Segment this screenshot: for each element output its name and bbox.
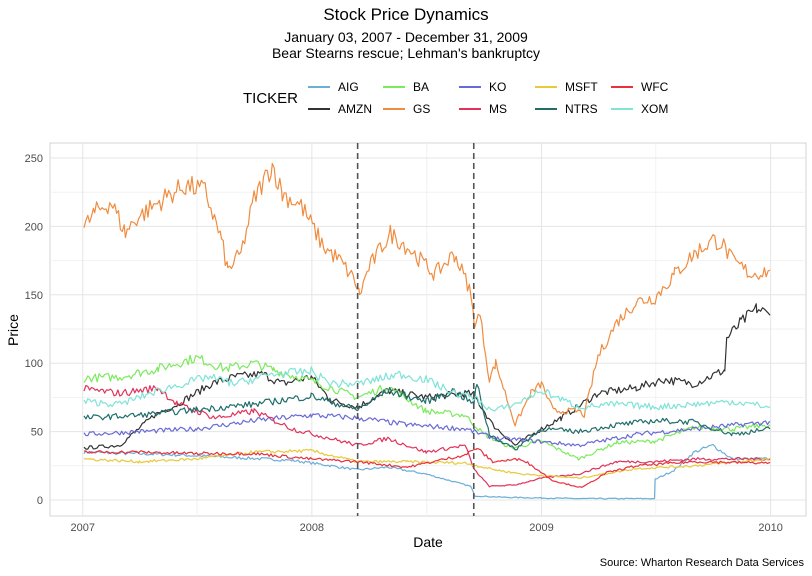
chart-caption: Source: Wharton Research Data Services [599, 557, 804, 569]
legend-key [383, 86, 405, 88]
chart-title: Stock Price Dynamics [323, 5, 489, 24]
legend-title: TICKER [243, 90, 299, 107]
legend-label: KO [489, 80, 507, 94]
legend-key [611, 108, 633, 110]
legend-key [535, 108, 557, 110]
series-line-xom [83, 366, 771, 412]
series-line-ko [83, 413, 771, 448]
legend-key [383, 108, 405, 110]
chart-subtitle-dates: January 03, 2007 - December 31, 2009 [284, 29, 528, 45]
series-line-aig [83, 443, 771, 500]
x-tick-label: 2010 [758, 522, 782, 534]
series-line-ntrs [83, 383, 771, 451]
y-axis-ticks: 0 50 100 150 200 250 [25, 153, 43, 507]
legend-label: AMZN [338, 102, 372, 116]
legend-key [611, 86, 633, 88]
legend-item-amzn: AMZN [308, 101, 372, 117]
legend-label: GS [413, 102, 431, 116]
series-lines [83, 162, 771, 500]
legend-item-ko: KO [459, 79, 506, 95]
legend-key [535, 86, 557, 88]
legend-item-ntrs: NTRS [535, 101, 598, 117]
y-tick-label: 150 [25, 290, 43, 302]
x-axis-ticks: 2007 2008 2009 2010 [71, 522, 783, 534]
legend-item-gs: GS [383, 101, 430, 117]
x-tick-label: 2009 [529, 522, 553, 534]
legend-item-wfc: WFC [611, 79, 668, 95]
legend-item-aig: AIG [308, 79, 359, 95]
legend-label: BA [413, 80, 430, 94]
legend-key [459, 108, 481, 110]
legend-item-xom: XOM [611, 101, 668, 117]
y-tick-label: 100 [25, 358, 43, 370]
series-line-ba [83, 354, 771, 461]
legend-label: WFC [641, 80, 669, 94]
legend-label: MS [489, 102, 507, 116]
legend-item-ms: MS [459, 101, 507, 117]
x-tick-label: 2007 [71, 522, 95, 534]
legend-label: MSFT [565, 80, 598, 94]
y-axis-title: Price [5, 314, 21, 346]
legend-key [308, 86, 330, 88]
legend-item-ba: BA [383, 79, 429, 95]
series-line-ms [83, 385, 771, 488]
y-tick-label: 0 [37, 495, 43, 507]
legend-key [459, 86, 481, 88]
y-tick-label: 250 [25, 153, 43, 165]
series-line-wfc [83, 448, 771, 488]
y-tick-label: 200 [25, 221, 43, 233]
y-tick-label: 50 [31, 427, 43, 439]
legend-label: AIG [338, 80, 359, 94]
legend-item-msft: MSFT [535, 79, 598, 95]
event-lines [356, 143, 475, 516]
series-line-gs [83, 162, 771, 427]
legend-key [308, 108, 330, 110]
x-axis-title: Date [413, 534, 443, 550]
series-line-amzn [83, 303, 771, 450]
legend-label: NTRS [565, 102, 598, 116]
legend-label: XOM [641, 102, 669, 116]
x-tick-label: 2008 [300, 522, 324, 534]
chart-subtitle-events: Bear Stearns rescue; Lehman's bankruptcy [271, 45, 541, 61]
